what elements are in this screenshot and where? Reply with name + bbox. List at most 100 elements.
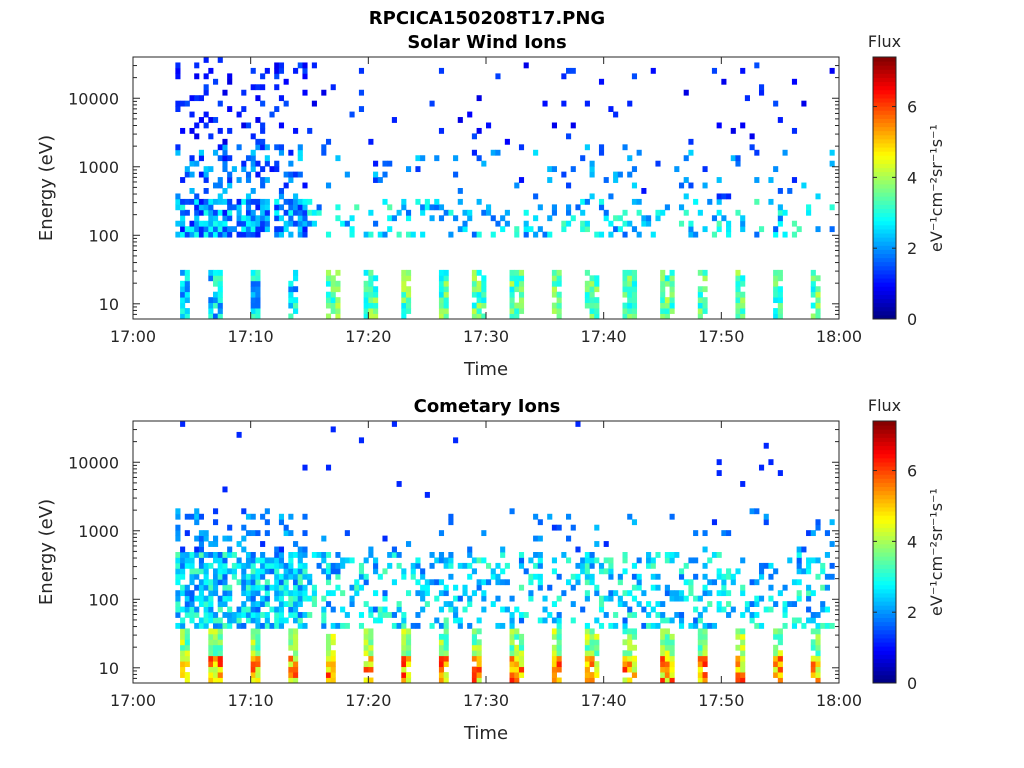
heatmap-cell xyxy=(213,302,219,309)
heatmap-cell xyxy=(203,606,209,613)
heatmap-cell xyxy=(401,297,407,304)
heatmap-cell xyxy=(405,655,412,662)
heatmap-cell xyxy=(744,601,750,607)
heatmap-cell xyxy=(297,595,303,602)
heatmap-cell xyxy=(636,149,642,156)
heatmap-cell xyxy=(669,590,675,597)
heatmap-cell xyxy=(302,562,308,569)
heatmap-cell xyxy=(613,612,619,618)
heatmap-cell xyxy=(796,617,802,624)
heatmap-cell xyxy=(514,286,520,293)
heatmap-cell xyxy=(180,127,186,134)
heatmap-cell xyxy=(424,590,430,597)
heatmap-cell xyxy=(297,149,303,156)
heatmap-cell xyxy=(471,286,477,293)
heatmap-cell xyxy=(236,579,242,586)
heatmap-cell xyxy=(438,204,445,211)
colorbar-segment xyxy=(873,261,896,267)
heatmap-cell xyxy=(716,220,722,227)
heatmap-cell xyxy=(274,584,280,591)
heatmap-cell xyxy=(175,595,181,602)
heatmap-cell xyxy=(363,291,369,298)
heatmap-cell xyxy=(405,269,412,276)
heatmap-cell xyxy=(194,122,200,129)
heatmap-cell xyxy=(669,291,675,298)
heatmap-cell xyxy=(566,579,572,586)
heatmap-cell xyxy=(358,573,365,580)
colorbar-segment xyxy=(873,547,896,553)
heatmap-cell xyxy=(424,491,430,498)
heatmap-cell xyxy=(405,677,412,684)
heatmap-cell xyxy=(293,633,299,640)
heatmap-cell xyxy=(660,612,666,618)
heatmap-cell xyxy=(664,297,670,304)
heatmap-cell xyxy=(283,226,289,233)
heatmap-cell xyxy=(180,204,186,211)
heatmap-cell xyxy=(373,617,379,624)
heatmap-cell xyxy=(180,421,186,427)
heatmap-cell xyxy=(420,204,426,211)
heatmap-cell xyxy=(566,220,572,227)
colorbar-tick-label: 2 xyxy=(907,239,917,258)
heatmap-cell xyxy=(180,308,186,314)
heatmap-cell xyxy=(194,606,200,613)
colorbar-segment xyxy=(873,650,896,655)
heatmap-cell xyxy=(627,286,633,293)
heatmap-cell xyxy=(241,601,247,607)
heatmap-cell xyxy=(509,269,515,276)
heatmap-cell xyxy=(438,579,445,586)
heatmap-cell xyxy=(391,579,397,586)
colorbar-unit-label: eV⁻¹cm⁻²sr⁻¹s⁻¹ xyxy=(927,124,946,252)
heatmap-cell xyxy=(227,155,233,162)
heatmap-cell xyxy=(504,138,510,145)
heatmap-cell xyxy=(702,633,708,640)
heatmap-cell xyxy=(222,166,228,173)
heatmap-cell xyxy=(636,231,642,238)
heatmap-cell xyxy=(382,231,388,238)
heatmap-cell xyxy=(184,297,190,304)
heatmap-cell xyxy=(467,111,473,118)
heatmap-cell xyxy=(622,313,628,320)
heatmap-cell xyxy=(622,568,628,575)
heatmap-cell xyxy=(274,160,280,167)
heatmap-cell xyxy=(476,291,482,298)
heatmap-cell xyxy=(278,231,285,238)
heatmap-cell xyxy=(443,313,449,320)
heatmap-cell xyxy=(777,633,783,640)
heatmap-cell xyxy=(208,67,214,74)
heatmap-cell xyxy=(420,584,426,591)
heatmap-cell xyxy=(198,562,204,569)
heatmap-cell xyxy=(245,562,252,569)
heatmap-cell xyxy=(815,622,821,629)
heatmap-cell xyxy=(321,557,327,564)
heatmap-cell xyxy=(768,584,774,591)
heatmap-cell xyxy=(598,149,605,156)
heatmap-cell xyxy=(551,291,557,298)
heatmap-cell xyxy=(740,666,746,673)
heatmap-cell xyxy=(401,286,407,293)
colorbar-segment xyxy=(873,654,896,659)
heatmap-cell xyxy=(250,215,256,222)
heatmap-cell xyxy=(514,633,520,640)
heatmap-cell xyxy=(231,568,237,575)
heatmap-cell xyxy=(500,215,506,222)
heatmap-cell xyxy=(283,568,289,575)
heatmap-cell xyxy=(302,513,308,520)
heatmap-cell xyxy=(330,677,336,684)
heatmap-cell xyxy=(194,209,200,216)
heatmap-cell xyxy=(829,562,835,569)
heatmap-cell xyxy=(711,215,718,222)
heatmap-cell xyxy=(401,291,407,298)
heatmap-cell xyxy=(222,160,228,167)
colorbar-tick-label: 0 xyxy=(907,310,917,329)
heatmap-cell xyxy=(180,661,186,668)
heatmap-cell xyxy=(697,655,703,662)
heatmap-cell xyxy=(302,464,308,471)
heatmap-cell xyxy=(608,562,614,569)
heatmap-cell xyxy=(175,204,181,211)
heatmap-cell xyxy=(509,291,515,298)
heatmap-cell xyxy=(222,215,228,222)
heatmap-cell xyxy=(735,209,741,216)
heatmap-cell xyxy=(627,639,633,646)
heatmap-cell xyxy=(250,595,256,602)
